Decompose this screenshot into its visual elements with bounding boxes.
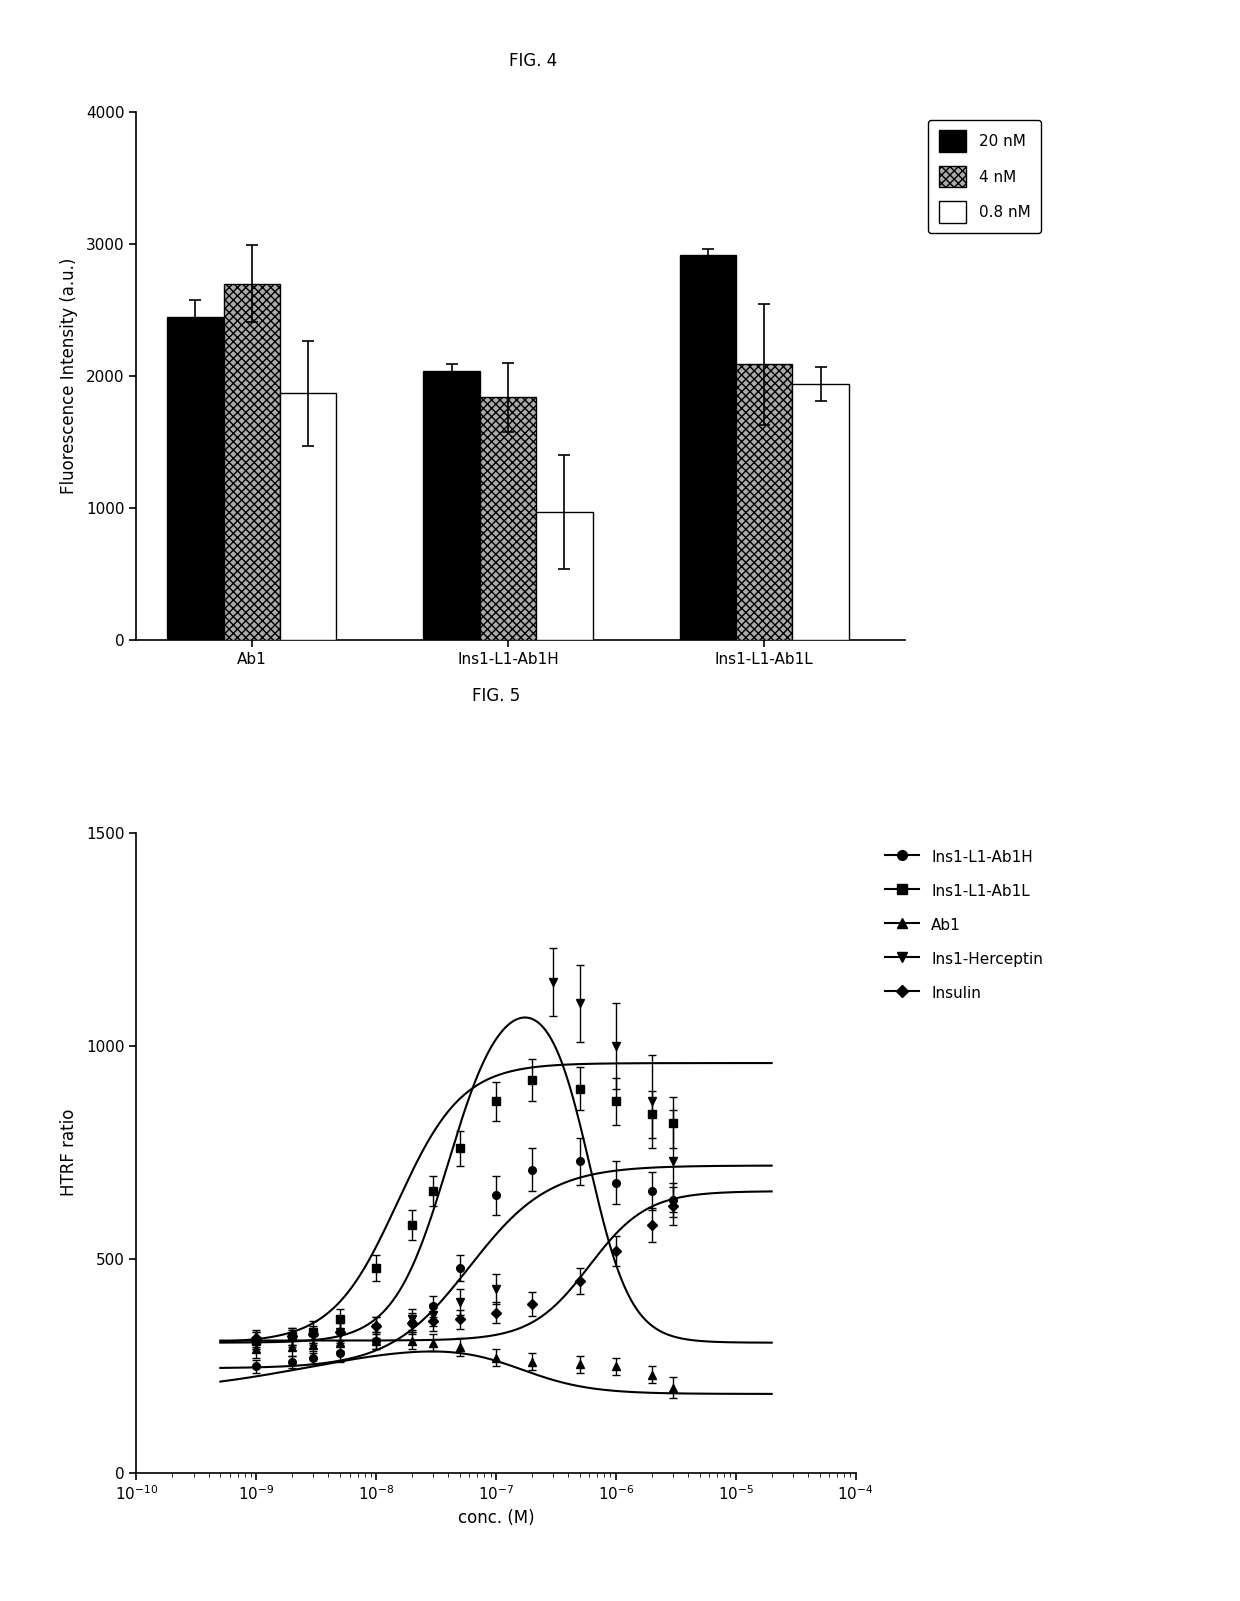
Bar: [223, 283, 280, 640]
Text: FIG. 5: FIG. 5: [472, 687, 520, 706]
Bar: [792, 384, 849, 640]
X-axis label: conc. (M): conc. (M): [458, 1510, 534, 1527]
Y-axis label: Fluorescence Intensity (a.u.): Fluorescence Intensity (a.u.): [60, 258, 78, 495]
Legend: 20 nM, 4 nM, 0.8 nM: 20 nM, 4 nM, 0.8 nM: [929, 120, 1042, 234]
Bar: [480, 397, 536, 640]
Y-axis label: HTRF ratio: HTRF ratio: [60, 1109, 78, 1196]
Legend: Ins1-L1-Ab1H, Ins1-L1-Ab1L, Ab1, Ins1-Herceptin, Insulin: Ins1-L1-Ab1H, Ins1-L1-Ab1L, Ab1, Ins1-He…: [878, 841, 1050, 1010]
Bar: [737, 365, 792, 640]
Bar: [680, 255, 737, 640]
Bar: [167, 317, 223, 640]
Bar: [280, 394, 336, 640]
Text: FIG. 4: FIG. 4: [510, 51, 557, 70]
Bar: [423, 371, 480, 640]
Bar: [536, 512, 593, 640]
